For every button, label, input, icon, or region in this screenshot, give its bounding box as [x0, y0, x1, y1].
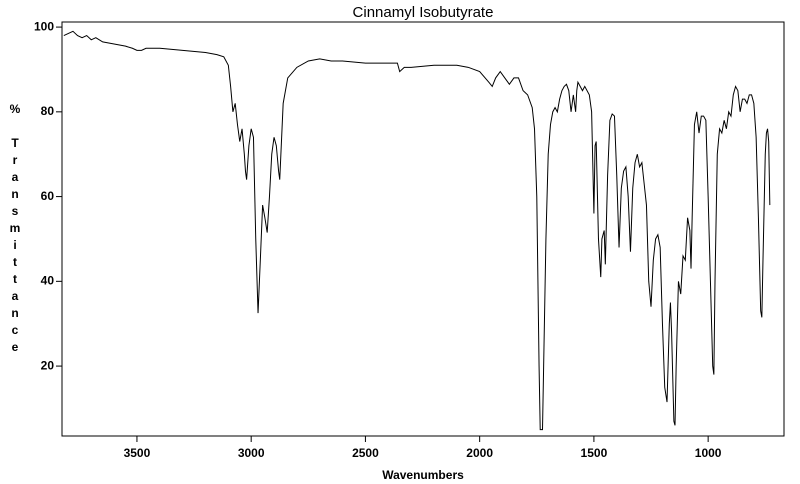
spectrum-line: [63, 30, 771, 431]
x-tick-label: 2000: [466, 446, 493, 460]
x-axis-label: Wavenumbers: [382, 468, 464, 482]
chart-title: Cinnamyl Isobutyrate: [353, 4, 494, 21]
y-tick-label: 100: [34, 19, 54, 33]
x-tick-label: 1000: [695, 446, 722, 460]
y-tick-label: 40: [41, 274, 55, 288]
y-tick-label: 60: [41, 189, 55, 203]
x-tick-label: 3500: [124, 446, 151, 460]
y-tick-label: 20: [41, 358, 55, 372]
x-tick-label: 1500: [581, 446, 608, 460]
x-tick-label: 2500: [352, 446, 379, 460]
plot-frame: [61, 21, 785, 437]
y-tick-label: 80: [41, 104, 55, 118]
x-tick-label: 3000: [238, 446, 265, 460]
y-axis-label: % Transmittance: [8, 102, 22, 357]
